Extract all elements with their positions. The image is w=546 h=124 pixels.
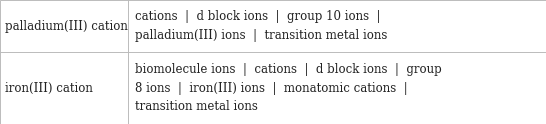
Text: cations  |  d block ions  |  group 10 ions  |
palladium(III) ions  |  transition: cations | d block ions | group 10 ions |… xyxy=(135,10,387,42)
Text: palladium(III) cation: palladium(III) cation xyxy=(5,20,128,32)
Text: iron(III) cation: iron(III) cation xyxy=(5,82,93,94)
Text: biomolecule ions  |  cations  |  d block ions  |  group
8 ions  |  iron(III) ion: biomolecule ions | cations | d block ion… xyxy=(135,63,442,113)
